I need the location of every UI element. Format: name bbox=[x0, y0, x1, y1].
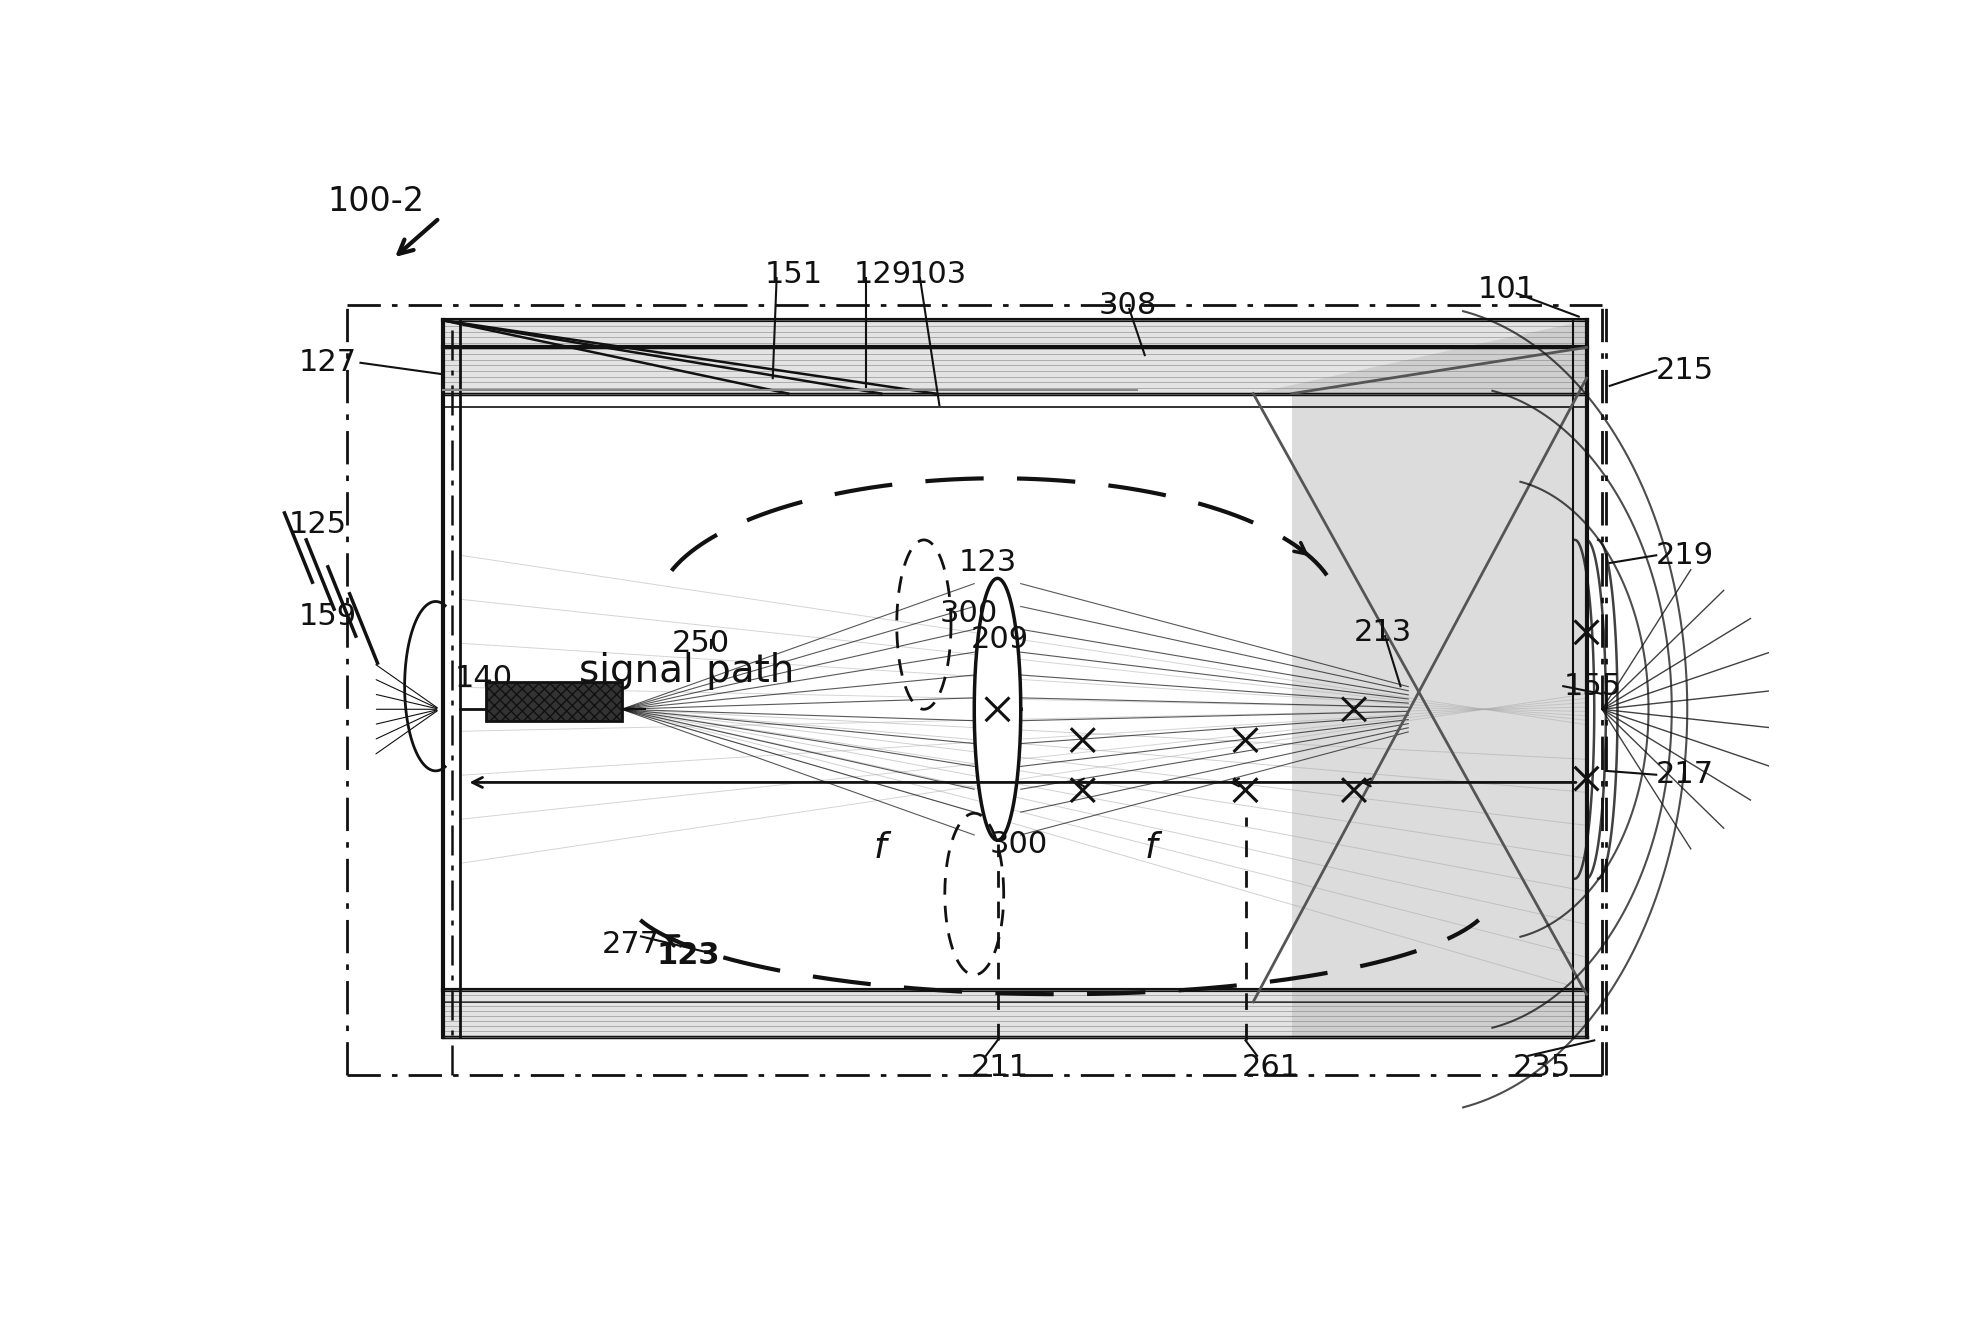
Text: f: f bbox=[1144, 831, 1158, 864]
Text: 123: 123 bbox=[657, 941, 720, 970]
Polygon shape bbox=[975, 578, 1020, 840]
Text: 213: 213 bbox=[1355, 617, 1412, 647]
Text: 261: 261 bbox=[1243, 1053, 1300, 1082]
Text: 209: 209 bbox=[971, 625, 1028, 655]
Text: 155: 155 bbox=[1563, 672, 1622, 701]
Polygon shape bbox=[1252, 321, 1587, 1036]
Bar bbox=[486, 682, 621, 721]
Text: 211: 211 bbox=[971, 1053, 1028, 1082]
Text: 159: 159 bbox=[299, 603, 356, 631]
Text: 129: 129 bbox=[853, 260, 912, 289]
Text: 277: 277 bbox=[602, 930, 661, 958]
Text: 217: 217 bbox=[1655, 760, 1714, 789]
Text: 103: 103 bbox=[908, 260, 967, 289]
Text: 100-2: 100-2 bbox=[326, 185, 425, 217]
Text: 123: 123 bbox=[959, 549, 1016, 577]
Bar bbox=[444, 990, 1587, 1036]
Text: 125: 125 bbox=[289, 510, 346, 539]
Text: 300: 300 bbox=[989, 829, 1048, 859]
Text: 101: 101 bbox=[1478, 275, 1535, 305]
Text: 308: 308 bbox=[1099, 290, 1156, 319]
Text: signal path: signal path bbox=[580, 652, 794, 690]
Text: 215: 215 bbox=[1655, 356, 1714, 385]
Bar bbox=[444, 321, 1587, 393]
Text: 151: 151 bbox=[765, 260, 824, 289]
Text: 219: 219 bbox=[1655, 541, 1714, 570]
Text: 250: 250 bbox=[672, 629, 729, 659]
Text: 300: 300 bbox=[940, 599, 997, 628]
Text: 140: 140 bbox=[454, 664, 513, 692]
Text: 235: 235 bbox=[1514, 1053, 1571, 1082]
Text: f: f bbox=[873, 831, 887, 864]
Text: 127: 127 bbox=[299, 349, 356, 377]
